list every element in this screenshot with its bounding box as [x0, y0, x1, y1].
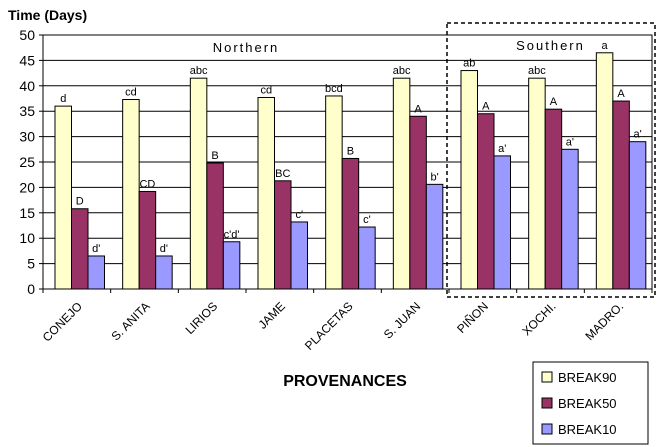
bar-break50-8	[544, 108, 563, 290]
bar-break90-6	[392, 77, 411, 290]
data-label: a	[602, 40, 609, 52]
data-label: CD	[139, 178, 155, 190]
bar-break50-6	[409, 115, 427, 290]
data-label: A	[550, 96, 558, 108]
bar-break10-7	[493, 155, 511, 290]
x-tick-label: S. ANITA	[108, 299, 152, 343]
bar-break90-7	[460, 70, 478, 290]
bar-break90-9	[595, 52, 614, 290]
bar-break90-3	[189, 77, 208, 290]
bar-break50-1	[71, 208, 89, 290]
y-tick-label: 50	[19, 27, 35, 43]
data-label: abc	[190, 65, 208, 77]
legend-label: BREAK50	[558, 396, 617, 411]
bar-break90-2	[122, 99, 140, 290]
legend-label: BREAK90	[558, 370, 617, 385]
data-label: a'	[566, 136, 574, 148]
bar-break50-4	[274, 180, 292, 290]
data-label: d'	[92, 243, 100, 255]
data-label: B	[347, 145, 354, 157]
bar-break50-9	[612, 100, 630, 290]
northern-label: Northern	[213, 40, 280, 55]
bar-break10-1	[87, 255, 105, 290]
data-label: A	[414, 103, 422, 115]
data-label: c'	[295, 209, 303, 221]
x-axis-title: PROVENANCES	[283, 373, 407, 390]
legend-swatch-break50	[541, 397, 553, 409]
x-tick-label: XOCHI.	[519, 299, 558, 338]
y-tick-label: 45	[19, 52, 35, 68]
data-label: BC	[275, 168, 290, 180]
bar-break10-4	[290, 221, 308, 290]
x-tick-label: JAME	[255, 299, 288, 332]
bar-break90-4	[257, 96, 275, 290]
data-label: bcd	[325, 83, 343, 95]
bar-break90-1	[54, 105, 72, 290]
x-tick-label: PIÑON	[454, 299, 491, 336]
y-tick-label: 35	[19, 103, 35, 119]
bar-break50-5	[341, 157, 360, 290]
bar-break10-3	[222, 241, 241, 290]
y-tick-label: 25	[19, 154, 35, 170]
data-label: c'	[363, 214, 371, 226]
bar-break50-3	[206, 162, 224, 290]
bar-break10-2	[155, 255, 173, 290]
plot-area: 0 5 10 15 20 25 30 35 40 45 50 d cd abc cd bcd abc ab abc a…	[19, 22, 656, 445]
data-label: A	[617, 88, 625, 100]
data-label: abc	[528, 65, 546, 77]
data-label: a'	[498, 143, 506, 155]
bar-break10-8	[561, 148, 579, 290]
data-label: b'	[430, 171, 438, 183]
x-tick-label: MADRO.	[582, 299, 626, 343]
bar-break10-5	[358, 226, 376, 290]
bar-break90-8	[528, 77, 546, 290]
data-label: cd	[125, 87, 137, 99]
data-label: B	[211, 150, 218, 162]
x-tick-label: CONEJO	[40, 299, 85, 344]
bar-break10-9	[628, 141, 647, 290]
legend-label: BREAK10	[558, 422, 617, 437]
data-label: abc	[393, 65, 411, 77]
southern-label-bg	[512, 37, 589, 55]
y-tick-label: 5	[27, 256, 35, 272]
x-tick-label: S. JUAN	[381, 299, 423, 341]
x-tick-label: LIRIOS	[183, 299, 221, 337]
data-label: D	[76, 196, 84, 208]
y-tick-label: 10	[19, 230, 35, 246]
legend-swatch-break10	[541, 423, 553, 435]
data-label: cd	[260, 84, 272, 96]
y-tick-label: 30	[19, 129, 35, 145]
bar-break90-5	[325, 95, 343, 290]
legend-swatch-break90	[541, 371, 553, 383]
y-tick-label: 40	[19, 78, 35, 94]
data-label: ab	[463, 58, 475, 70]
data-label: a'	[633, 129, 641, 141]
data-label: d	[60, 93, 66, 105]
y-axis-title: Time (Days)	[8, 7, 87, 23]
data-label: c'd'	[224, 229, 240, 241]
data-label: d'	[160, 243, 168, 255]
bar-break50-2	[138, 190, 157, 290]
bar-break50-7	[477, 113, 495, 290]
y-tick-label: 15	[19, 205, 35, 221]
data-label: A	[482, 101, 490, 113]
x-tick-label: PLACETAS	[302, 299, 356, 353]
northern-label-bg	[204, 39, 288, 55]
southern-label: Southern	[516, 38, 585, 53]
y-tick-label: 20	[19, 179, 35, 195]
southern-region-box	[446, 22, 656, 298]
y-tick-label: 0	[27, 281, 35, 297]
bar-break10-6	[425, 183, 444, 290]
